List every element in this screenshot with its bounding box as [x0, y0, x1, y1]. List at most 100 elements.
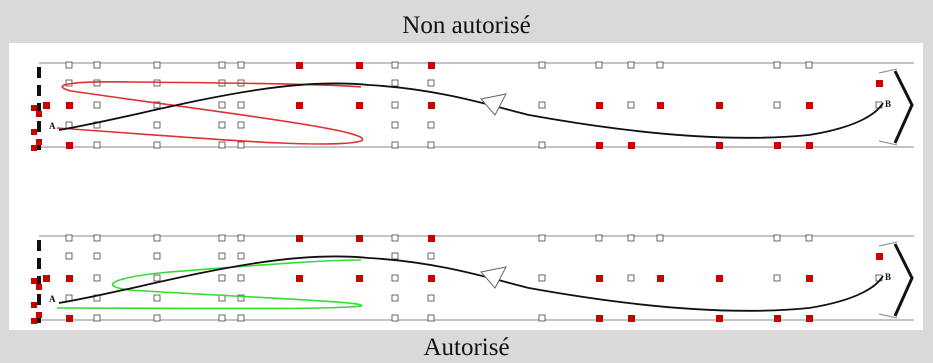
start-cone [36, 284, 42, 290]
cone-empty [391, 294, 399, 302]
cone-filled [356, 275, 363, 282]
cone-filled [296, 102, 303, 109]
cone-empty [391, 274, 399, 282]
cone-empty [93, 79, 101, 87]
cone-filled [43, 275, 50, 282]
cone-filled [43, 102, 50, 109]
start-gate-post [37, 240, 41, 251]
cone-filled [657, 275, 664, 282]
cone-filled [806, 142, 813, 149]
cone-empty [391, 101, 399, 109]
start-gate-post [37, 67, 41, 78]
cone-filled [428, 102, 435, 109]
cone-empty [427, 294, 435, 302]
maneuver-loop [56, 81, 364, 145]
point-label-start: A [49, 294, 56, 304]
cone-filled [356, 102, 363, 109]
start-cone [36, 111, 42, 117]
cone-empty [773, 274, 781, 282]
cone-empty [391, 141, 399, 149]
point-label-start: A [49, 121, 56, 131]
cone-empty [65, 234, 73, 242]
cone-empty [627, 101, 635, 109]
cone-empty [538, 234, 546, 242]
cone-empty [218, 274, 226, 282]
cone-empty [427, 141, 435, 149]
cone-filled [716, 275, 723, 282]
cone-empty [93, 252, 101, 260]
cone-filled [66, 275, 73, 282]
cone-empty [218, 141, 226, 149]
cone-empty [805, 234, 813, 242]
cone-empty [153, 141, 161, 149]
maneuver-loop [56, 259, 363, 310]
cone-filled [356, 62, 363, 69]
caption-allowed: Autorisé [423, 334, 510, 361]
cone-filled [428, 235, 435, 242]
cone-filled [628, 315, 635, 322]
cone-filled [806, 275, 813, 282]
cone-filled [628, 142, 635, 149]
cone-filled [428, 62, 435, 69]
cone-empty [93, 234, 101, 242]
cone-filled [596, 275, 603, 282]
cone-empty [237, 252, 245, 260]
direction-arrow-icon [480, 266, 507, 289]
cone-empty [627, 274, 635, 282]
cone-filled [806, 102, 813, 109]
cone-filled [596, 315, 603, 322]
direction-arrow-icon [480, 93, 507, 116]
start-gate-post [37, 258, 41, 269]
driving-path [58, 82, 884, 139]
cone-empty [93, 101, 101, 109]
track-diagram-allowed: AB [31, 234, 914, 324]
cone-empty [237, 274, 245, 282]
cone-filled [806, 315, 813, 322]
cone-empty [218, 121, 226, 129]
cone-empty [237, 141, 245, 149]
cone-empty [538, 314, 546, 322]
cone-empty [237, 314, 245, 322]
caption-not-allowed: Non autorisé [402, 12, 531, 39]
cone-empty [153, 101, 161, 109]
start-cone [36, 312, 42, 318]
cone-filled [716, 102, 723, 109]
cone-empty [627, 61, 635, 69]
cone-empty [153, 61, 161, 69]
start-cone [31, 278, 37, 284]
cone-filled [296, 235, 303, 242]
cone-empty [218, 252, 226, 260]
start-cone [31, 129, 37, 135]
cone-filled [66, 315, 73, 322]
start-gate-post [37, 85, 41, 96]
cone-empty [656, 234, 664, 242]
start-gate-post [37, 276, 41, 287]
cone-empty [218, 234, 226, 242]
cone-empty [218, 314, 226, 322]
cone-empty [153, 121, 161, 129]
cone-empty [391, 121, 399, 129]
cone-empty [93, 314, 101, 322]
cone-empty [427, 79, 435, 87]
cone-empty [538, 274, 546, 282]
cone-empty [427, 314, 435, 322]
cone-filled [716, 142, 723, 149]
cone-empty [93, 141, 101, 149]
start-cone [31, 105, 37, 111]
cone-empty [93, 274, 101, 282]
start-gate-post [37, 294, 41, 305]
cone-filled [66, 102, 73, 109]
finish-gate [893, 243, 914, 317]
cone-filled [774, 315, 781, 322]
cone-empty [218, 61, 226, 69]
start-cone [31, 302, 37, 308]
cone-empty [237, 234, 245, 242]
finish-line-bottom [878, 140, 898, 146]
cone-empty [773, 234, 781, 242]
cone-empty [153, 252, 161, 260]
start-cone [31, 318, 37, 324]
start-gate-post [37, 121, 41, 132]
cone-filled [716, 315, 723, 322]
finish-line-top [878, 68, 898, 74]
finish-line-bottom [878, 313, 898, 319]
